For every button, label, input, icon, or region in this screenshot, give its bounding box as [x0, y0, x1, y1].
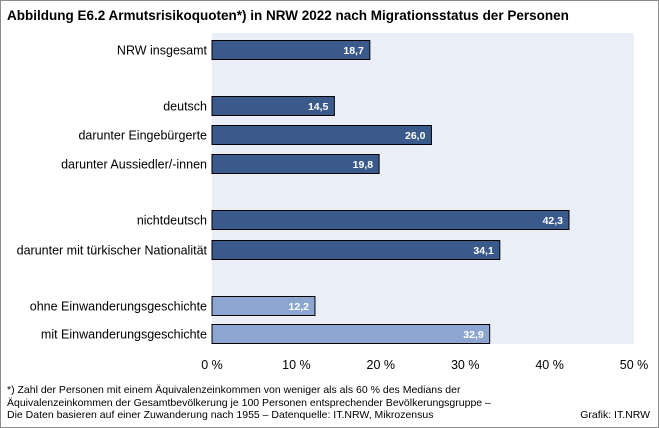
bar [211, 210, 570, 230]
x-tick-label: 20 % [367, 358, 396, 372]
category-labels: NRW insgesamt deutsch darunter Eingebürger… [17, 44, 208, 342]
x-tick-label: 10 % [282, 358, 311, 372]
bars-layer: 18,7 14,5 26,0 19,8 42,3 34,1 12,2 32,9 [211, 40, 570, 344]
bar-value-label: 18,7 [343, 45, 364, 57]
bar-value-label: 32,9 [463, 329, 484, 341]
footnote-line-3: Die Daten basieren auf einer Zuwanderung… [7, 409, 434, 421]
x-tick-label: 40 % [535, 358, 564, 372]
x-tick-label: 30 % [451, 358, 480, 372]
bar-value-label: 42,3 [543, 215, 564, 227]
bar [211, 296, 316, 316]
category-label: darunter mit türkischer Nationalität [17, 244, 208, 258]
bar-value-label: 14,5 [308, 101, 329, 113]
bar [211, 96, 335, 116]
x-tick-label: 50 % [620, 358, 649, 372]
x-axis-ticks: 0 % 10 % 20 % 30 % 40 % 50 % [201, 358, 648, 372]
bar-value-label: 19,8 [353, 159, 374, 171]
source-credit: Grafik: IT.NRW [580, 409, 650, 421]
bar-value-label: 26,0 [405, 130, 426, 142]
x-tick-label: 0 % [201, 358, 223, 372]
footnote-line-1: *) Zahl der Personen mit einem Äquivalen… [7, 384, 461, 396]
bar [211, 324, 491, 344]
footnote-line-2: Äquivalenzeinkommen der Gesamtbevölkerun… [7, 396, 491, 409]
bar-value-label: 12,2 [289, 301, 310, 313]
category-label: ohne Einwanderungsgeschichte [30, 300, 207, 314]
bar [211, 40, 371, 60]
bar [211, 125, 432, 145]
category-label: mit Einwanderungsgeschichte [41, 328, 207, 342]
category-label: deutsch [163, 100, 207, 114]
footnote: *) Zahl der Personen mit einem Äquivalen… [7, 384, 491, 422]
plot-background [212, 33, 634, 344]
category-label: darunter Aussiedler/-innen [61, 158, 207, 172]
bar [211, 154, 380, 174]
category-label: nichtdeutsch [137, 214, 207, 228]
chart-title: Abbildung E6.2 Armutsrisikoquoten*) in N… [7, 8, 569, 23]
category-label: NRW insgesamt [117, 44, 208, 58]
bar-value-label: 34,1 [473, 245, 494, 257]
category-label: darunter Eingebürgerte [78, 129, 207, 143]
bar [211, 240, 501, 260]
